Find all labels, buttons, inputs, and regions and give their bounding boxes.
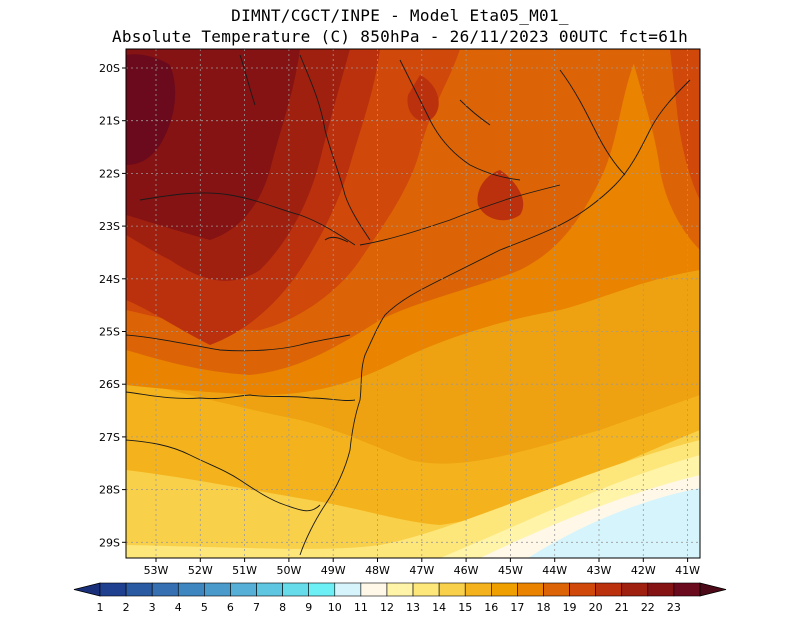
border-sc-rs [126,391,356,401]
colorbar-high-arrow [699,582,727,597]
colorbar-label: 17 [510,601,524,614]
colorbar-segment [595,582,623,597]
colorbar-low-arrow [73,582,101,597]
lat-tick-label: 25S [99,326,120,339]
lon-tick-label: 42W [631,564,656,577]
lat-tick-label: 22S [99,167,120,180]
lon-tick-label: 43W [587,564,612,577]
border-mg [399,59,521,181]
colorbar-label: 12 [380,601,394,614]
colorbar-segment [491,582,518,597]
border-go-sp [299,54,371,241]
field-band-10 [528,488,700,558]
colorbar-segment [151,582,179,597]
coastline [299,79,691,556]
colorbar-label: 2 [123,601,130,614]
colorbar-label: 20 [589,601,603,614]
colorbar-segment [412,582,440,597]
colorbar: 1 2 3 4 5 6 7 8 9 10 11 12 13 14 15 16 17 18 19 20 21 22 23 [73,582,727,614]
colorbar-label: 16 [484,601,498,614]
colorbar-segment [230,582,257,597]
colorbar-label: 8 [279,601,286,614]
colorbar-segment [360,582,388,597]
colorbar-label: 13 [406,601,420,614]
longitude-ticks: 53W 52W 51W 50W 49W 48W 47W 46W 45W 44W 43W 42W 41W [144,558,700,577]
colorbar-label: 7 [253,601,260,614]
field-patch-east-core [670,49,700,200]
field-patch-minas [407,75,439,121]
colorbar-label: 1 [97,601,104,614]
lat-tick-label: 24S [99,273,120,286]
colorbar-segment [125,582,153,597]
lon-tick-label: 50W [276,564,301,577]
colorbar-segment [569,582,596,597]
colorbar-label: 5 [201,601,208,614]
lat-tick-label: 27S [99,431,120,444]
lat-tick-label: 20S [99,62,120,75]
lon-tick-label: 44W [542,564,567,577]
colorbar-label: 21 [615,601,629,614]
temperature-field [126,49,700,558]
colorbar-segment [204,582,231,597]
colorbar-segment [438,582,466,597]
colorbar-label: 23 [667,601,681,614]
colorbar-label: 15 [458,601,472,614]
colorbar-segment [282,582,309,597]
colorbar-label: 10 [328,601,342,614]
lon-tick-label: 48W [365,564,390,577]
reservoir-1 [459,99,491,126]
colorbar-segment [673,582,701,597]
chart-title-line-2: Absolute Temperature (C) 850hPa - 26/11/… [111,27,689,46]
colorbar-label: 4 [175,601,182,614]
lon-tick-label: 45W [498,564,523,577]
colorbar-label: 19 [563,601,577,614]
border-south [126,439,321,512]
colorbar-label: 18 [536,601,550,614]
chart-title-line-1: DIMNT/CGCT/INPE - Model Eta05_M01_ [231,6,569,25]
lon-tick-label: 51W [232,564,257,577]
field-patch-rio [477,170,524,221]
lon-tick-label: 47W [409,564,434,577]
colorbar-segment [308,582,336,597]
lon-tick-label: 52W [188,564,213,577]
latitude-ticks: 20S 21S 22S 23S 24S 25S 26S 27S 28S 29S [99,62,126,549]
border-es-mg [559,69,626,176]
map-grid [126,49,700,558]
colorbar-segment [621,582,649,597]
border-sp-mg [359,184,561,246]
lat-tick-label: 26S [99,378,120,391]
colorbar-segment [647,582,675,597]
coastline-and-borders [126,54,691,556]
colorbar-segment [464,582,492,597]
lon-tick-label: 53W [144,564,169,577]
border-north-1 [239,54,256,106]
lon-tick-label: 41W [675,564,700,577]
colorbar-segment [386,582,414,597]
lat-tick-label: 28S [99,484,120,497]
colorbar-label: 6 [227,601,234,614]
colorbar-label: 3 [149,601,156,614]
colorbar-label: 9 [305,601,312,614]
lat-tick-label: 23S [99,220,120,233]
map-frame [125,48,701,559]
colorbar-label: 22 [641,601,655,614]
colorbar-segment [543,582,570,597]
colorbar-segment [99,582,127,597]
lon-tick-label: 49W [321,564,346,577]
colorbar-segment [256,582,283,597]
colorbar-label: 14 [432,601,446,614]
colorbar-segment [177,582,205,597]
lon-tick-label: 46W [454,564,479,577]
colorbar-label: 11 [354,601,368,614]
lat-tick-label: 29S [99,536,120,549]
field-band-23 [126,54,176,165]
border-pr-sc [126,334,351,352]
lat-tick-label: 21S [99,115,120,128]
colorbar-segment [334,582,362,597]
colorbar-segment [517,582,544,597]
border-ms-pr [139,192,356,246]
reservoir-2 [324,236,349,243]
